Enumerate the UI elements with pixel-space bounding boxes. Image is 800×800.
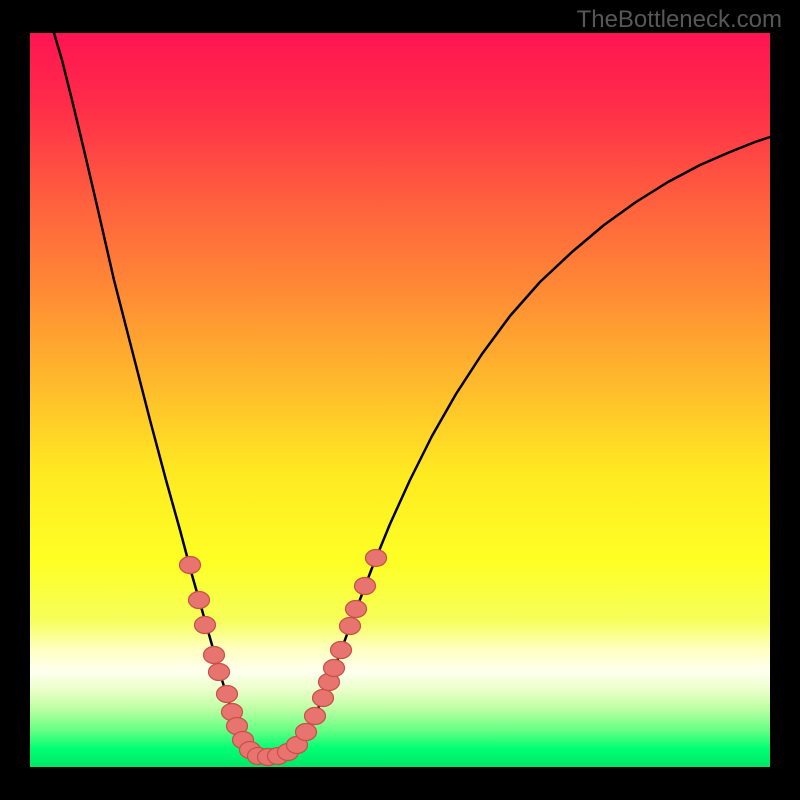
marker-dot [346,601,367,618]
marker-dot [296,724,317,741]
chart-svg [0,0,800,800]
watermark-text: TheBottleneck.com [577,6,782,34]
marker-dot [340,618,361,635]
marker-dot [180,557,201,574]
marker-dot [204,647,225,664]
marker-dot [324,660,345,677]
marker-dot [313,690,334,707]
marker-dot [217,686,238,703]
marker-dot [366,550,387,567]
marker-dot [331,642,352,659]
marker-dot [209,664,230,681]
plot-background [30,33,770,767]
marker-dot [305,708,326,725]
marker-dot [195,617,216,634]
marker-dot [355,578,376,595]
chart-stage: TheBottleneck.com [0,0,800,800]
marker-dot [189,592,210,609]
